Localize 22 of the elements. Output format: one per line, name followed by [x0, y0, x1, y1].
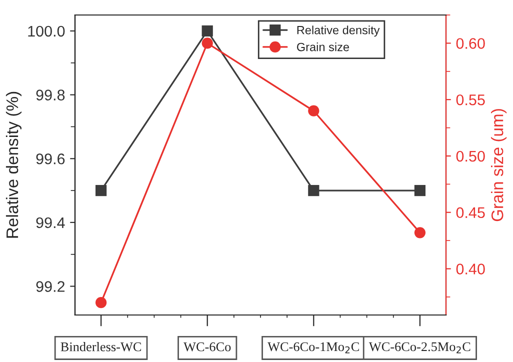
point	[414, 227, 426, 238]
x-tick-label: WC-6Co	[184, 342, 231, 352]
y2-tick-label: 0.60	[456, 38, 485, 49]
y-tick-label: 99.8	[36, 90, 65, 100]
point	[95, 297, 107, 308]
x-tick-label: WC-6Co-1Mo$_{2}$C	[268, 342, 359, 354]
y-tick-label: 99.4	[36, 217, 65, 228]
y2-axis-title: Grain size (um)	[491, 109, 507, 222]
legend-label: Relative density	[297, 26, 380, 37]
y2-tick-label: 0.55	[456, 94, 485, 106]
x-tick-label: WC-6Co-2.5Mo$_{2}$C	[368, 342, 470, 354]
point	[308, 105, 320, 116]
y2-tick-label: 0.50	[456, 150, 485, 162]
y-axis-title: Relative density (%)	[6, 92, 22, 238]
y-tick-label: 99.6	[36, 153, 65, 164]
y2-tick-label: 0.45	[456, 207, 485, 218]
y-tick-label: 99.2	[36, 281, 65, 292]
x-tick-label: Binderless-WC	[60, 342, 141, 352]
y-tick-label: 100.0	[28, 26, 65, 37]
point	[202, 38, 213, 49]
y2-tick-label: 0.40	[456, 264, 485, 274]
legend-label: Grain size	[296, 42, 350, 52]
